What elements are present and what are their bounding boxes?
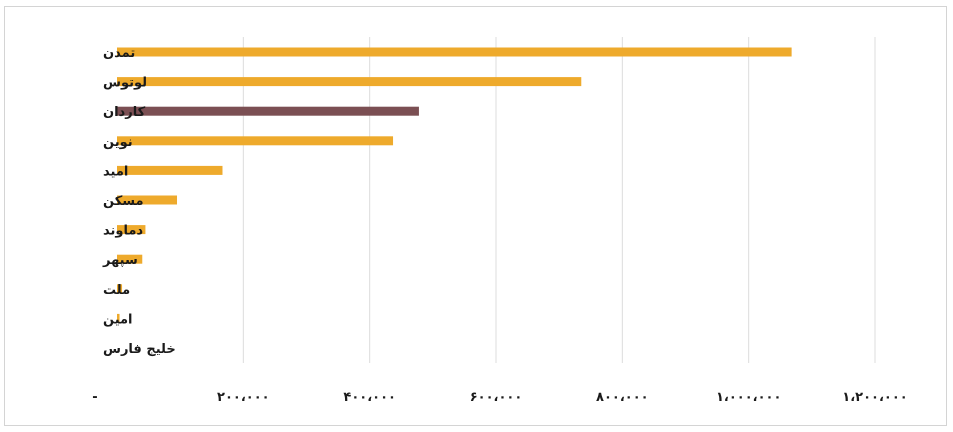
category-label: دماوند (103, 224, 143, 239)
x-tick-label: ۶۰۰،۰۰۰ (470, 390, 523, 405)
category-label: تمدن (103, 46, 135, 61)
bar-chart: تمدن لوتوس کاردان نوین امید مسکن دماوند سپهر ملت… (92, 37, 908, 405)
category-labels: تمدن لوتوس کاردان نوین امید مسکن دماوند سپهر ملت… (102, 46, 176, 357)
bar (117, 284, 123, 294)
bar (117, 254, 143, 264)
bar (117, 106, 419, 116)
bar (117, 225, 146, 235)
category-label: امید (103, 164, 128, 179)
chart-frame: تمدن لوتوس کاردان نوین امید مسکن دماوند سپهر ملت… (4, 6, 947, 426)
category-label: ملت (103, 283, 130, 298)
category-label: امین (103, 312, 133, 327)
bars (117, 47, 792, 323)
x-tick-label: ۲۰۰،۰۰۰ (217, 390, 270, 405)
bar (117, 47, 792, 57)
x-tick-labels: - ۲۰۰،۰۰۰ ۴۰۰،۰۰۰ ۶۰۰،۰۰۰ ۸۰۰،۰۰۰ ۱،۰۰۰،۰۰۰ ۱،… (92, 390, 907, 405)
x-tick-label: ۴۰۰،۰۰۰ (343, 390, 396, 405)
x-tick-label: ۸۰۰،۰۰۰ (596, 390, 649, 405)
bar (117, 136, 394, 146)
category-label: مسکن (103, 194, 144, 209)
x-tick-label: - (92, 390, 97, 405)
x-tick-label: ۱،۰۰۰،۰۰۰ (716, 390, 781, 405)
bar (117, 165, 223, 175)
category-label: لوتوس (103, 76, 147, 91)
bar (117, 195, 178, 205)
bar (117, 313, 120, 323)
category-label: کاردان (103, 105, 146, 120)
category-label: نوین (103, 135, 133, 150)
grid-lines (242, 37, 876, 363)
category-label: سپهر (102, 253, 138, 268)
category-label: خلیج فارس (103, 342, 176, 357)
x-tick-label: ۱،۲۰۰،۰۰۰ (842, 390, 907, 405)
bar (117, 77, 582, 87)
